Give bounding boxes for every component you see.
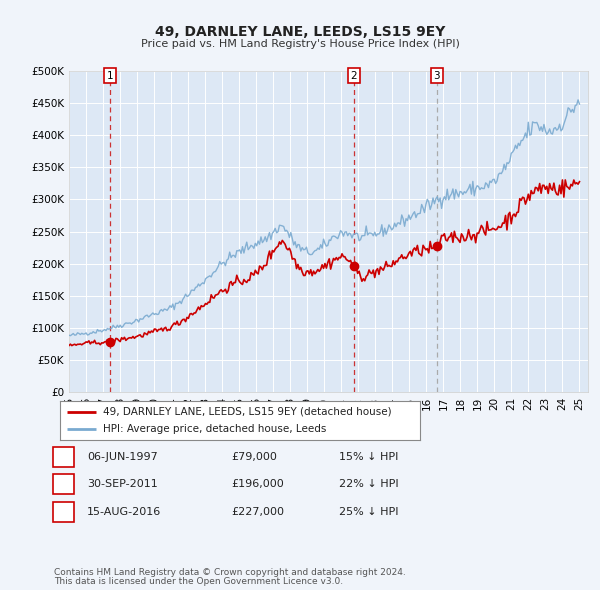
Text: 3: 3	[60, 507, 67, 517]
Text: This data is licensed under the Open Government Licence v3.0.: This data is licensed under the Open Gov…	[54, 576, 343, 586]
Text: HPI: Average price, detached house, Leeds: HPI: Average price, detached house, Leed…	[103, 424, 326, 434]
Text: £79,000: £79,000	[231, 452, 277, 461]
Text: 06-JUN-1997: 06-JUN-1997	[87, 452, 158, 461]
Text: 30-SEP-2011: 30-SEP-2011	[87, 480, 158, 489]
Text: 15% ↓ HPI: 15% ↓ HPI	[339, 452, 398, 461]
Text: 1: 1	[60, 452, 67, 461]
Text: £227,000: £227,000	[231, 507, 284, 517]
Text: 2: 2	[60, 480, 67, 489]
Text: 15-AUG-2016: 15-AUG-2016	[87, 507, 161, 517]
Text: 49, DARNLEY LANE, LEEDS, LS15 9EY: 49, DARNLEY LANE, LEEDS, LS15 9EY	[155, 25, 445, 40]
Text: 25% ↓ HPI: 25% ↓ HPI	[339, 507, 398, 517]
Text: 49, DARNLEY LANE, LEEDS, LS15 9EY (detached house): 49, DARNLEY LANE, LEEDS, LS15 9EY (detac…	[103, 407, 392, 417]
Text: 3: 3	[434, 71, 440, 81]
Text: 1: 1	[107, 71, 113, 81]
Text: Contains HM Land Registry data © Crown copyright and database right 2024.: Contains HM Land Registry data © Crown c…	[54, 568, 406, 577]
Text: £196,000: £196,000	[231, 480, 284, 489]
Text: Price paid vs. HM Land Registry's House Price Index (HPI): Price paid vs. HM Land Registry's House …	[140, 40, 460, 49]
Text: 22% ↓ HPI: 22% ↓ HPI	[339, 480, 398, 489]
Text: 2: 2	[351, 71, 358, 81]
